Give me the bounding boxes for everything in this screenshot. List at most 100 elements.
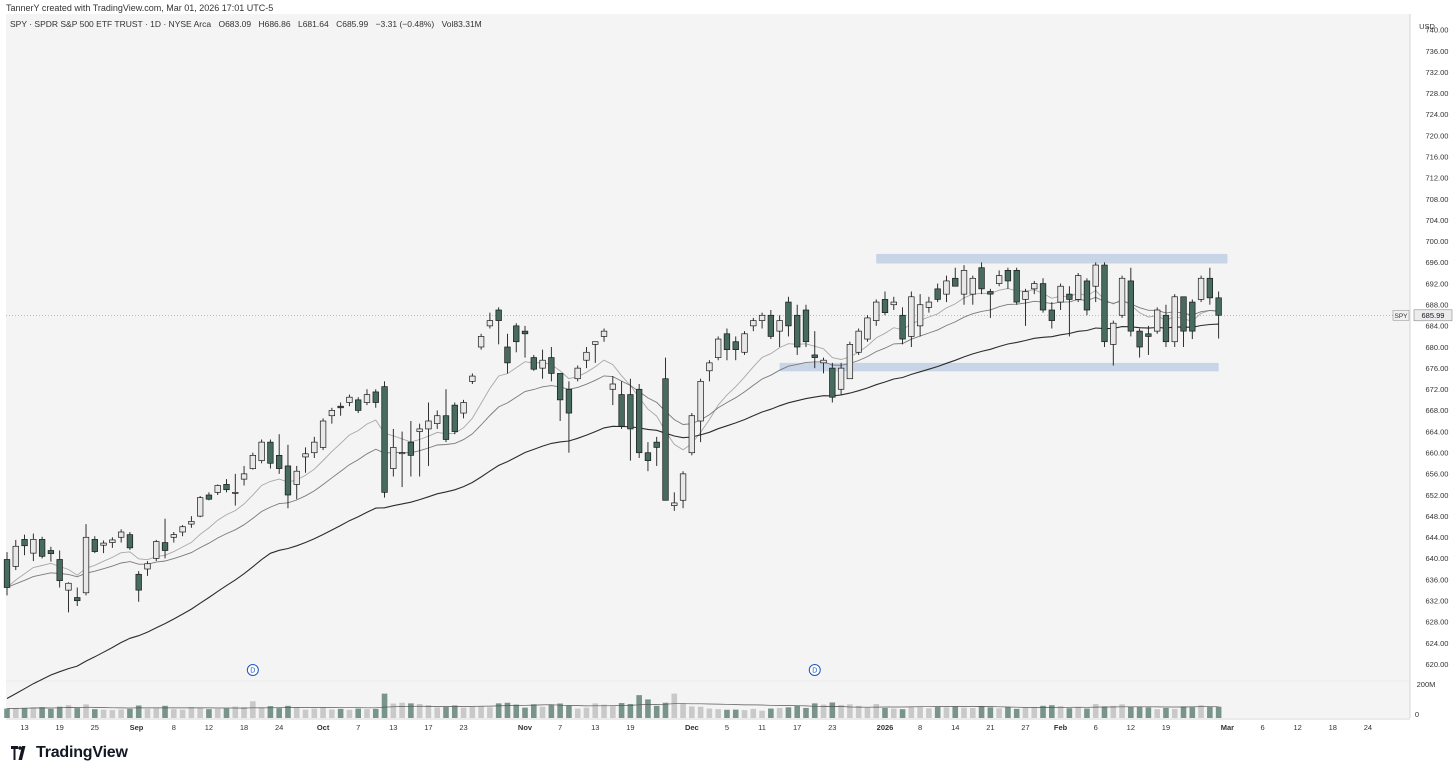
candle[interactable] [1013,267,1020,305]
candle[interactable] [486,312,494,329]
candle[interactable] [1057,283,1064,310]
candle[interactable] [934,283,941,303]
candle[interactable] [899,307,906,345]
candle[interactable] [750,317,757,332]
candle[interactable] [311,436,318,458]
candle[interactable] [521,325,529,358]
candle[interactable] [337,402,344,416]
candle[interactable] [477,333,485,350]
dividend-marker[interactable]: D [808,664,821,676]
candle[interactable] [846,341,854,380]
candle[interactable] [987,288,994,318]
candle[interactable] [398,431,406,488]
candle[interactable] [1039,278,1047,313]
symbol-price-tag[interactable]: SPY [1392,309,1410,321]
candle[interactable] [30,533,37,562]
candle[interactable] [425,402,432,466]
candle[interactable] [1022,288,1029,326]
candle[interactable] [881,291,889,316]
support-zone[interactable] [779,362,1219,372]
candle[interactable] [82,524,90,596]
candle[interactable] [636,384,643,458]
candle[interactable] [1145,325,1152,355]
candle[interactable] [267,439,274,469]
candle[interactable] [960,265,968,305]
candle[interactable] [91,536,98,554]
candle[interactable] [460,399,467,419]
candle[interactable] [837,362,845,395]
candle[interactable] [811,331,818,369]
candle[interactable] [925,296,933,313]
candle[interactable] [161,518,169,559]
candle[interactable] [767,310,775,340]
candle[interactable] [794,304,801,355]
candle[interactable] [390,428,397,477]
candle[interactable] [407,421,415,477]
candle[interactable] [592,341,599,363]
candle[interactable] [627,378,634,461]
candle[interactable] [249,452,256,470]
candle[interactable] [1180,296,1187,347]
candle[interactable] [1048,302,1055,329]
candle[interactable] [214,484,221,495]
candle[interactable] [1162,304,1170,347]
candle[interactable] [1092,262,1099,303]
candle[interactable] [978,262,985,295]
dividend-marker[interactable]: D [246,664,259,676]
resistance-zone[interactable] [876,253,1228,264]
candle[interactable] [644,442,652,472]
candle[interactable] [890,296,897,310]
candle[interactable] [820,357,827,374]
candle[interactable] [416,423,423,477]
candle[interactable] [969,275,976,305]
candle[interactable] [723,328,731,361]
candle[interactable] [363,389,371,406]
candle[interactable] [952,267,959,287]
candle[interactable] [802,304,810,347]
candle[interactable] [504,333,511,374]
candle[interactable] [258,439,265,464]
candle[interactable] [65,582,72,613]
candle[interactable] [618,381,625,429]
brand-footer[interactable]: TradingView [10,744,128,762]
candle[interactable] [3,552,11,596]
candle[interactable] [469,373,476,384]
candle[interactable] [21,534,28,556]
candle[interactable] [732,336,739,361]
candle[interactable] [197,496,204,518]
candle[interactable] [381,381,388,498]
candle[interactable] [1136,328,1143,358]
candle[interactable] [873,299,880,326]
candle[interactable] [153,539,160,562]
candle[interactable] [109,537,116,548]
candle[interactable] [346,394,353,407]
candle[interactable] [1171,294,1178,347]
candle[interactable] [1066,286,1073,337]
candle[interactable] [653,436,660,466]
candle[interactable] [1118,275,1126,318]
candle[interactable] [442,389,450,443]
candle[interactable] [223,479,230,493]
candle[interactable] [451,402,458,435]
candle[interactable] [1189,299,1196,340]
candle[interactable] [916,294,924,337]
candle[interactable] [355,397,362,414]
candle[interactable] [785,296,792,337]
candle[interactable] [293,465,300,500]
candle[interactable] [671,492,678,511]
candle[interactable] [548,347,555,382]
candle[interactable] [513,323,520,353]
candle[interactable] [126,532,134,550]
candle[interactable] [715,336,722,361]
candle[interactable] [539,349,546,379]
candle[interactable] [302,447,309,473]
candle[interactable] [609,376,616,406]
candle[interactable] [1127,267,1134,337]
candle[interactable] [565,381,573,453]
candle[interactable] [688,413,695,456]
candle[interactable] [284,444,292,509]
candle[interactable] [47,546,55,562]
candle[interactable] [679,471,687,509]
candle[interactable] [1215,291,1222,339]
